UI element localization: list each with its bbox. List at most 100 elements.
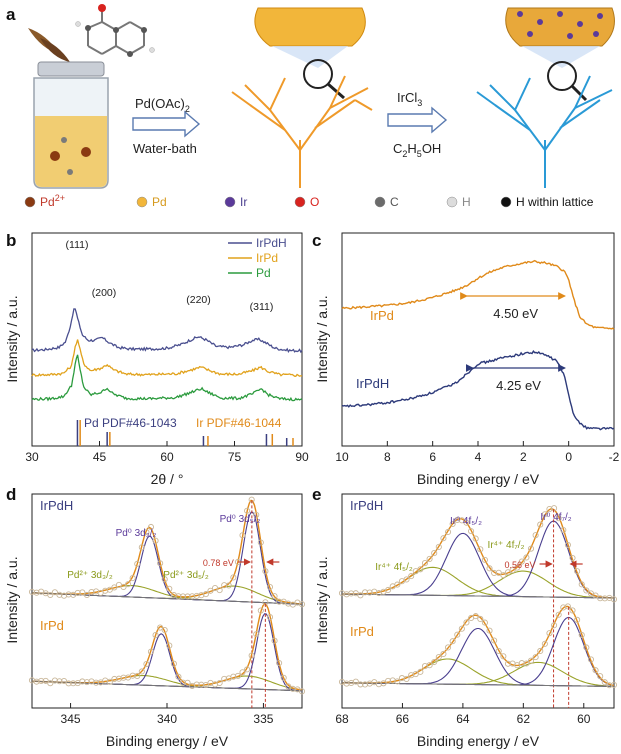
data-point [385,677,392,684]
data-point [408,573,415,580]
data-point [125,581,132,588]
data-point [271,593,278,600]
data-point [601,595,608,602]
data-point [51,677,58,684]
shift-label: 0.56 eV [505,560,536,570]
data-point [357,592,364,599]
x-tick-label: 64 [456,712,470,726]
data-point [583,587,590,594]
data-point [115,675,122,682]
data-point [560,526,567,534]
data-point [606,682,613,689]
data-point [601,679,608,686]
step1-reagent: Pd(OAc) [135,96,185,111]
peak-label: Ir⁰ 4f₇/₂ [540,512,571,523]
panel-d-plot: 345 340 335 IrPdH IrPd 0.78 eV Pd⁰ 3d₃/₂ Pd⁰ 3d… [28,496,306,726]
data-point [143,660,150,668]
x-tick-label: -2 [609,450,620,464]
bottom-sample-label: IrPd [40,618,64,633]
data-point [578,631,585,638]
xrd-line-irpd [31,339,303,377]
step1-reagent-sub: 2 [185,104,190,114]
data-point [417,566,424,573]
atom-legend: Pd2+ Pd Ir O C H H within lattice [24,193,594,209]
panel-d-ylabel: Intensity / a.u. [4,556,20,643]
legend-h-within-lattice-marker [500,196,512,208]
panel-e: e Intensity / a.u. Binding energy / eV 6… [312,485,618,749]
data-point [184,593,191,600]
peak-label: (111) [66,239,89,251]
data-point [504,660,512,667]
panel-d: d Intensity / a.u. Binding energy / eV 3… [4,485,306,749]
data-point [398,675,405,682]
data-point [230,574,237,581]
data-point [454,516,461,523]
data-point [564,603,571,610]
data-point [166,642,173,649]
reaction-arrow-2: IrCl3 C2H5OH [387,90,448,159]
data-point [523,660,530,667]
top-sample-label: IrPdH [40,498,73,513]
data-point [276,659,283,667]
data-point [88,588,95,596]
data-point [276,598,283,605]
data-point [574,616,581,623]
legend-pd-marker [24,196,36,208]
data-point [426,662,433,669]
data-point [79,589,86,596]
data-point [463,619,470,626]
data-point [83,591,90,599]
svg-text:Pd(OAc)2: Pd(OAc)2 [135,96,190,114]
data-point [221,675,228,682]
data-point [495,647,502,655]
x-tick-label: 340 [157,712,177,726]
peak-label: (220) [186,294,211,306]
x-tick-label: 90 [295,450,309,464]
data-point [532,654,539,661]
data-point [343,591,350,598]
data-point [431,658,438,666]
xrd-line-irpdh [31,308,303,354]
data-point [221,582,228,589]
data-point [597,595,604,602]
data-point [541,640,548,647]
data-point [435,653,442,661]
legend-label-irpd: IrPd [256,251,278,265]
x-tick-label: 4 [475,450,482,464]
peak-label: Ir⁴⁺ 4f₇/₂ [488,540,525,551]
droplet-icon [28,28,70,62]
data-point [207,587,214,594]
data-point [266,583,274,591]
data-point [444,528,452,536]
data-point [56,591,63,598]
x-tick-label: 45 [93,450,107,464]
fit-background [31,592,303,605]
data-point [509,567,516,574]
data-point [421,663,429,670]
panel-e-plot: 68 66 64 62 60 IrPdH IrPd 0.56 eV Ir⁰ 4f₅/₂ Ir⁰ 4… [335,498,618,726]
legend-o-marker [294,196,306,208]
data-point [193,592,200,599]
data-point [440,650,447,657]
data-point [417,668,424,675]
top-sample-label: IrPdH [350,498,383,513]
x-tick-label: 10 [335,450,349,464]
legend-label-irpdh: IrPdH [256,236,287,250]
panel-c: c Intensity / a.u. Binding energy / eV 1… [312,231,620,487]
molecule-icon [75,4,155,57]
data-point [193,681,200,688]
data-point [70,680,77,687]
data-point [111,584,118,591]
x-tick-label: 8 [384,450,391,464]
data-point [161,626,168,634]
data-point [289,685,296,692]
data-point [477,546,484,553]
irpdh-dendrite-illustration [476,7,615,188]
legend-pd-marker [136,196,148,208]
svg-text:b: b [6,231,16,250]
svg-text:d: d [6,485,16,504]
panel-a: a Pd(OAc)2 [6,4,615,209]
peak-label: Ir⁴⁺ 4f₅/₂ [375,562,413,573]
data-point [569,607,576,614]
